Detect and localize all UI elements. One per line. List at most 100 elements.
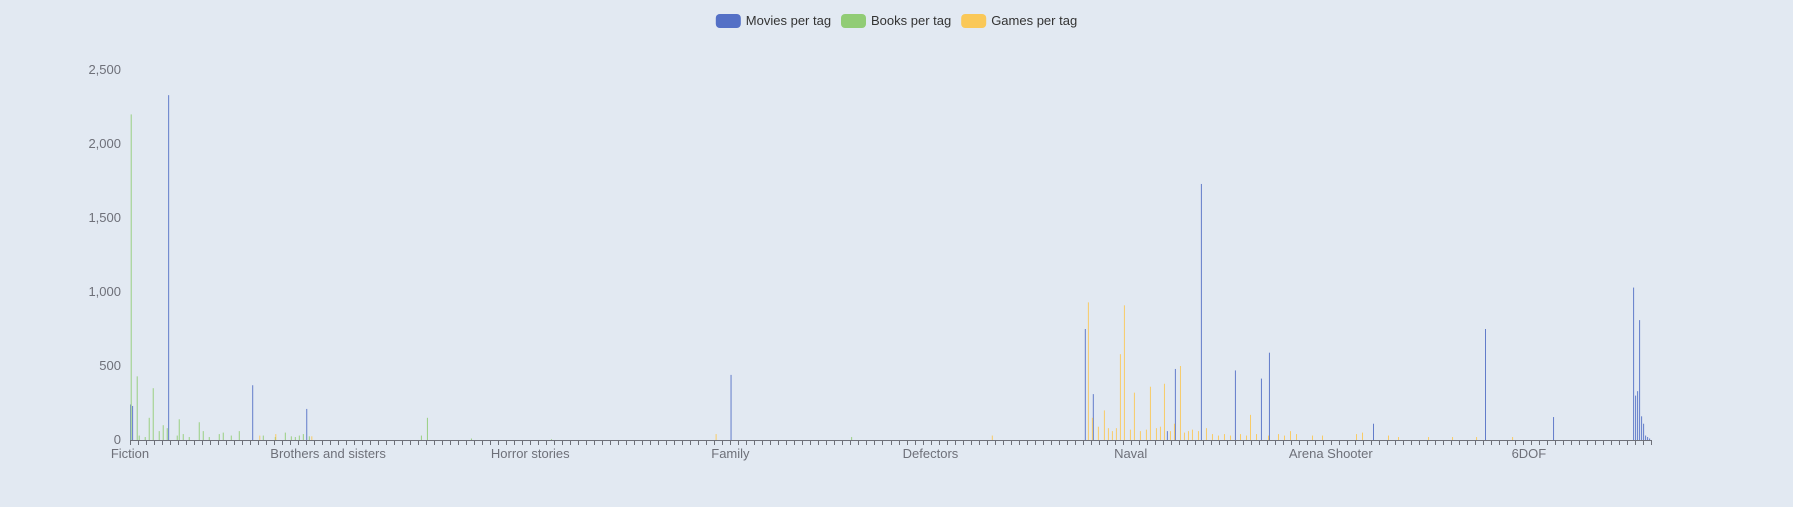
bar[interactable] xyxy=(1087,302,1089,440)
bar[interactable] xyxy=(1205,428,1207,440)
bar[interactable] xyxy=(198,422,200,440)
bar[interactable] xyxy=(1179,366,1181,440)
bar[interactable] xyxy=(1197,431,1199,440)
bar[interactable] xyxy=(230,435,232,440)
bar[interactable] xyxy=(275,434,277,440)
bar[interactable] xyxy=(308,436,310,440)
bar[interactable] xyxy=(1091,417,1093,440)
bar[interactable] xyxy=(1362,432,1363,440)
bar[interactable] xyxy=(1260,378,1262,440)
bar[interactable] xyxy=(1103,410,1105,440)
bar[interactable] xyxy=(1639,320,1641,440)
legend-item[interactable]: Games per tag xyxy=(961,13,1077,28)
bar[interactable] xyxy=(1268,352,1270,440)
bar[interactable] xyxy=(138,435,140,440)
bar[interactable] xyxy=(148,417,150,440)
bar[interactable] xyxy=(1635,395,1637,440)
bar[interactable] xyxy=(551,439,552,440)
bar[interactable] xyxy=(1373,423,1374,440)
bar[interactable] xyxy=(1084,329,1086,440)
bar[interactable] xyxy=(1145,429,1147,440)
bar[interactable] xyxy=(1428,437,1430,440)
bar[interactable] xyxy=(1647,437,1649,440)
bar[interactable] xyxy=(202,431,204,440)
legend-item[interactable]: Movies per tag xyxy=(715,13,831,28)
bar[interactable] xyxy=(1553,417,1555,440)
bar[interactable] xyxy=(1312,435,1313,440)
bar[interactable] xyxy=(130,114,132,441)
bar[interactable] xyxy=(1159,426,1161,440)
bar[interactable] xyxy=(1643,423,1645,440)
bar[interactable] xyxy=(222,432,224,440)
bar[interactable] xyxy=(1129,429,1131,440)
bar[interactable] xyxy=(298,435,300,440)
bar[interactable] xyxy=(991,435,993,440)
bar[interactable] xyxy=(1649,438,1651,440)
bar[interactable] xyxy=(1296,434,1297,440)
bar[interactable] xyxy=(1485,329,1486,440)
bar[interactable] xyxy=(166,428,168,440)
bar[interactable] xyxy=(178,419,180,440)
bar[interactable] xyxy=(1633,287,1635,440)
bar[interactable] xyxy=(274,437,276,440)
bar[interactable] xyxy=(1641,416,1643,440)
bar[interactable] xyxy=(1211,434,1213,440)
bar[interactable] xyxy=(132,405,134,440)
bar[interactable] xyxy=(188,437,190,440)
bar[interactable] xyxy=(162,425,164,440)
bar[interactable] xyxy=(306,408,308,440)
bar[interactable] xyxy=(1284,435,1285,440)
bar[interactable] xyxy=(1123,305,1125,440)
bar[interactable] xyxy=(1240,434,1241,440)
bar[interactable] xyxy=(152,388,154,440)
bar[interactable] xyxy=(1092,394,1094,440)
bar[interactable] xyxy=(1191,429,1193,440)
bar[interactable] xyxy=(1322,435,1323,440)
bar[interactable] xyxy=(851,437,853,440)
bar[interactable] xyxy=(1246,435,1247,440)
bar[interactable] xyxy=(136,376,138,440)
bar[interactable] xyxy=(290,436,292,440)
bar[interactable] xyxy=(259,435,261,440)
bar[interactable] xyxy=(158,431,160,440)
bar[interactable] xyxy=(1234,370,1236,440)
bar[interactable] xyxy=(730,374,732,440)
bar[interactable] xyxy=(208,437,210,440)
bar[interactable] xyxy=(426,417,428,440)
bar[interactable] xyxy=(1183,432,1185,440)
bar[interactable] xyxy=(144,437,146,440)
bar[interactable] xyxy=(176,435,178,440)
bar[interactable] xyxy=(130,404,132,440)
bar[interactable] xyxy=(1645,435,1647,440)
bar[interactable] xyxy=(1217,435,1219,440)
bar[interactable] xyxy=(1115,428,1117,440)
bar[interactable] xyxy=(1163,383,1165,440)
bar[interactable] xyxy=(715,434,717,440)
bar[interactable] xyxy=(1388,435,1389,440)
bar[interactable] xyxy=(1155,428,1157,440)
bar[interactable] xyxy=(1187,431,1189,440)
bar[interactable] xyxy=(1290,431,1291,440)
bar[interactable] xyxy=(1149,386,1151,440)
bar[interactable] xyxy=(1119,354,1121,440)
bar[interactable] xyxy=(294,437,296,440)
bar[interactable] xyxy=(1107,428,1109,440)
bar[interactable] xyxy=(1256,434,1257,440)
bar[interactable] xyxy=(1223,434,1225,440)
bar[interactable] xyxy=(1229,435,1231,440)
bar[interactable] xyxy=(1139,431,1141,440)
bar[interactable] xyxy=(1200,183,1202,440)
bar[interactable] xyxy=(252,385,254,440)
bar[interactable] xyxy=(311,436,313,440)
bar[interactable] xyxy=(1637,391,1639,440)
bar[interactable] xyxy=(1356,434,1357,440)
bar[interactable] xyxy=(470,438,472,440)
bar[interactable] xyxy=(1278,434,1279,440)
bar[interactable] xyxy=(1166,431,1168,440)
bar[interactable] xyxy=(262,435,264,440)
bar[interactable] xyxy=(1476,437,1478,440)
bar[interactable] xyxy=(1398,437,1399,440)
bar[interactable] xyxy=(1173,423,1175,440)
legend-item[interactable]: Books per tag xyxy=(841,13,951,28)
legend[interactable]: Movies per tag Books per tag Games per tag xyxy=(715,13,1077,28)
